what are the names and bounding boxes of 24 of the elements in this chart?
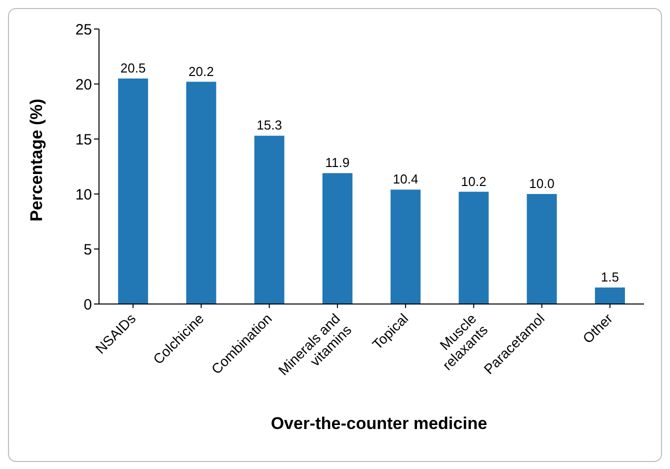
data-label: 10.4 [392,172,418,187]
data-label: 11.9 [325,155,350,170]
y-axis-title: Percentage (%) [27,98,46,222]
x-axis-title: Over-the-counter medicine [270,414,488,434]
y-tick-label: 15 [75,131,92,148]
data-label: 10.0 [529,176,554,191]
data-label: 15.3 [256,118,282,133]
bar [322,173,352,304]
bar [254,136,284,304]
data-label: 20.5 [120,60,146,76]
y-tick-label: 5 [84,241,92,258]
y-tick-label: 10 [75,186,92,204]
data-label: 20.2 [188,64,214,79]
bar [390,190,421,304]
y-tick-label: 25 [75,21,92,38]
bar [186,82,216,304]
y-tick-label: 20 [75,76,92,94]
data-label: 10.2 [461,174,486,189]
bar [526,194,557,304]
bar [118,78,148,304]
bar [458,192,489,304]
data-label: 1.5 [600,270,619,284]
bar [594,288,625,304]
y-tick-label: 0 [84,296,92,314]
